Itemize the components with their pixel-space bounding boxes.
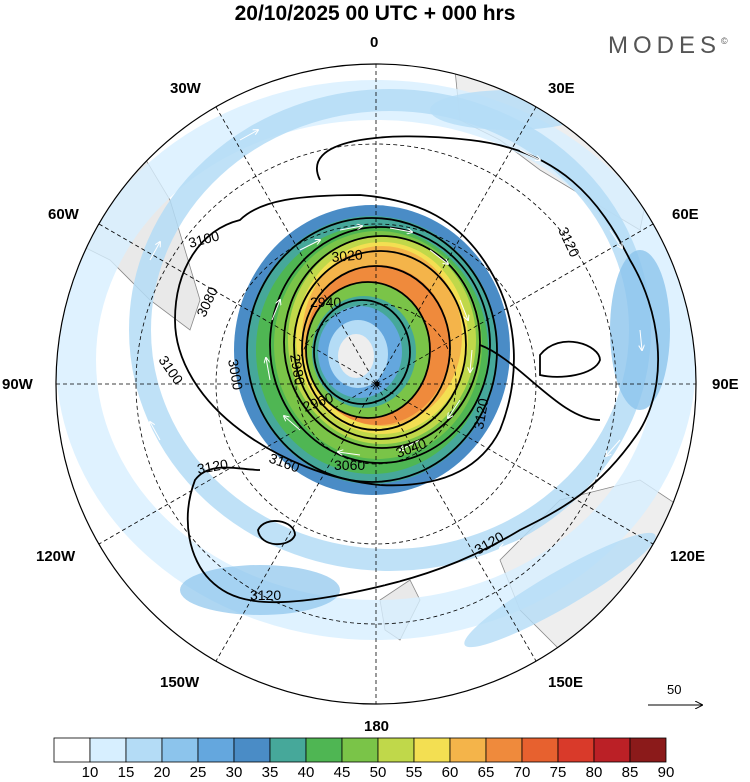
colorbar-tick-label: 90 (657, 764, 675, 781)
lon-label-90e: 90E (712, 376, 739, 393)
lon-label-60w: 60W (48, 206, 79, 223)
height-contours (174, 135, 660, 604)
wind-speed-field (56, 64, 696, 704)
colorbar-tick-label: 10 (81, 764, 99, 781)
contour-label: 3060 (334, 457, 365, 473)
lon-label-90w: 90W (2, 376, 33, 393)
colorbar-tick-label: 15 (117, 764, 135, 781)
colorbar-swatch (125, 737, 163, 763)
colorbar-swatch (521, 737, 559, 763)
colorbar-swatch (233, 737, 271, 763)
colorbar-swatch (89, 737, 127, 763)
colorbar-swatch (485, 737, 523, 763)
colorbar-swatch (161, 737, 199, 763)
lon-label-180: 180 (364, 718, 390, 735)
lon-label-0: 0 (370, 34, 379, 51)
colorbar-tick-label: 45 (333, 764, 351, 781)
brand-logo: MODES© (608, 32, 728, 59)
contour-label: 2980 (287, 353, 308, 387)
colorbar-tick-label: 70 (513, 764, 531, 781)
contour-label: 3100 (187, 227, 221, 251)
map-title: 20/10/2025 00 UTC + 000 hrs (234, 2, 516, 25)
colorbar-tick-label: 85 (621, 764, 639, 781)
contour-label: 3080 (193, 284, 221, 319)
colorbar-tick-label: 30 (225, 764, 243, 781)
colorbar-tick-label: 75 (549, 764, 567, 781)
colorbar-swatch (593, 737, 631, 763)
lon-label-120e: 120E (670, 548, 706, 565)
lon-label-30w: 30W (170, 80, 201, 97)
contour-label: 3120 (555, 225, 583, 260)
colorbar-swatch (413, 737, 451, 763)
colorbar-tick-label: 55 (405, 764, 423, 781)
lon-label-150w: 150W (160, 674, 200, 691)
wind-vectors (150, 130, 642, 582)
lon-label-60e: 60E (672, 206, 699, 223)
colorbar-tick-label: 35 (261, 764, 279, 781)
contour-label: 3000 (225, 358, 246, 392)
colorbar-swatch (341, 737, 379, 763)
colorbar-tick-label: 50 (369, 764, 387, 781)
colorbar-tick-label: 25 (189, 764, 207, 781)
contour-label: 3020 (331, 246, 364, 265)
colorbar-swatch (305, 737, 343, 763)
lon-label-120w: 120W (36, 548, 76, 565)
colorbar-tick-label: 80 (585, 764, 603, 781)
colorbar-tick-label: 20 (153, 764, 171, 781)
colorbar-swatch (269, 737, 307, 763)
colorbar-tick-label: 40 (297, 764, 315, 781)
colorbar-swatch (449, 737, 487, 763)
contour-label: 3120 (250, 587, 281, 603)
colorbar (53, 737, 667, 763)
lon-label-30e: 30E (548, 80, 575, 97)
colorbar-tick-label: 65 (477, 764, 495, 781)
colorbar-tick-label: 60 (441, 764, 459, 781)
contour-label: 3120 (196, 456, 230, 477)
reference-vector-label: 50 (667, 682, 682, 697)
colorbar-swatch (629, 737, 667, 763)
map-boundary (55, 63, 697, 705)
contour-label: 3120 (470, 397, 491, 431)
colorbar-swatch (197, 737, 235, 763)
colorbar-swatch (557, 737, 595, 763)
south-pole-marker (374, 381, 380, 387)
colorbar-swatch (377, 737, 415, 763)
colorbar-swatch (53, 737, 91, 763)
contour-label: 2940 (310, 294, 341, 310)
lon-label-150e: 150E (548, 674, 584, 691)
